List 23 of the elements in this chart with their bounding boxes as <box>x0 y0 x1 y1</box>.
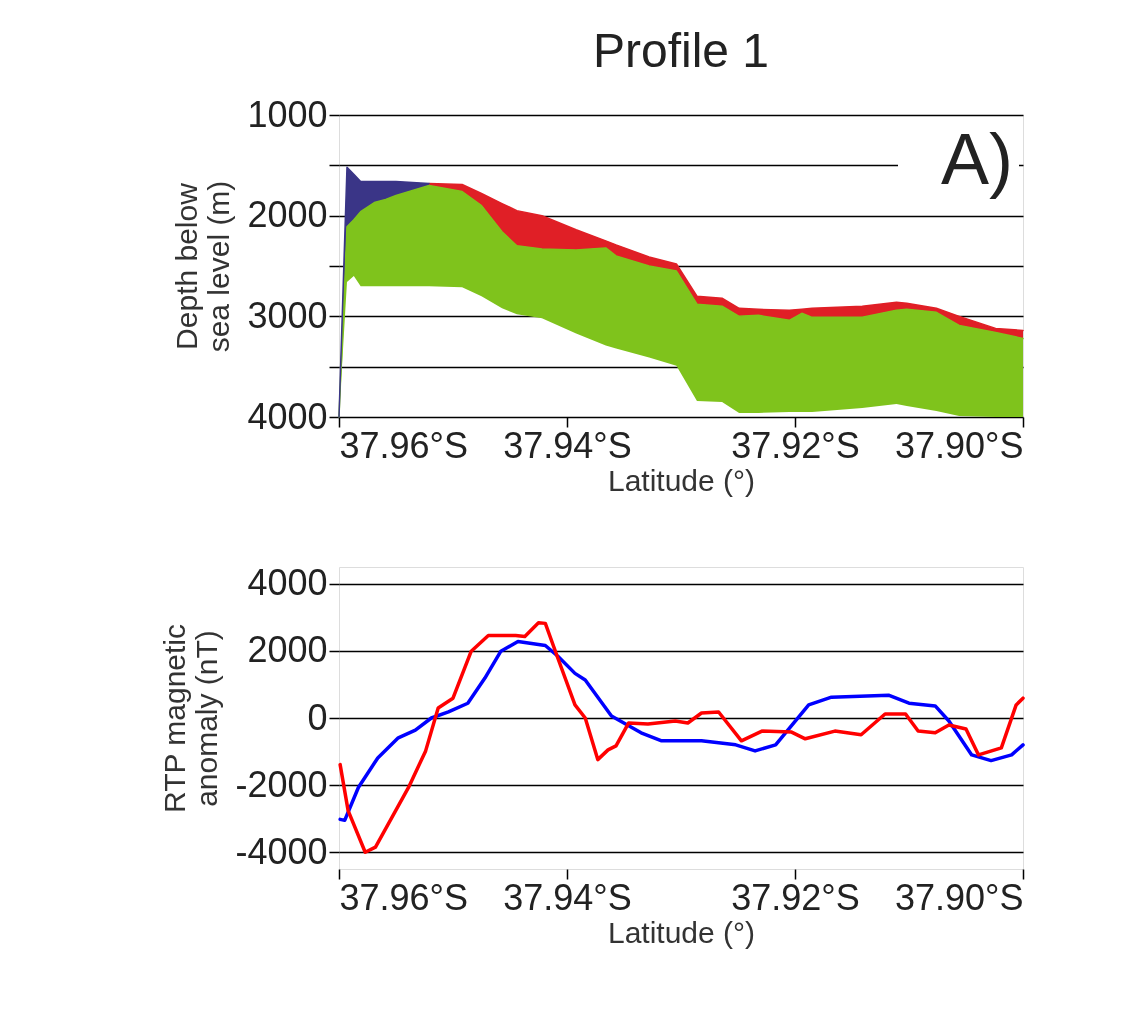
y-axis-title: Depth below sea level (m) <box>170 180 236 353</box>
x-axis-title: Latitude (°) <box>607 915 756 949</box>
x-tick-label: 37.96°S <box>339 876 468 918</box>
x-tick-label: 37.96°S <box>339 424 468 466</box>
x-tick-label: 37.90°S <box>895 876 1024 918</box>
x-tick-label: 37.94°S <box>503 424 632 466</box>
y-tick-label: -2000 <box>235 763 328 805</box>
x-tick-label: 37.94°S <box>503 876 632 918</box>
x-axis-title: Latitude (°) <box>607 463 756 497</box>
y-tick-label: 4000 <box>247 395 328 437</box>
annotation: A) <box>941 119 1013 199</box>
y-tick-label: 1000 <box>247 93 328 135</box>
x-tick-label: 37.90°S <box>895 424 1024 466</box>
y-axis-title: RTP magnetic anomaly (nT) <box>158 624 224 813</box>
y-tick-label: -4000 <box>235 830 328 872</box>
y-tick-label: 4000 <box>247 562 328 604</box>
x-tick-label: 37.92°S <box>731 876 860 918</box>
y-tick-label: 0 <box>307 696 328 738</box>
y-tick-label: 2000 <box>247 194 328 236</box>
y-tick-label: 3000 <box>247 294 328 336</box>
y-tick-label: 2000 <box>247 629 328 671</box>
x-tick-label: 37.92°S <box>731 424 860 466</box>
chart-title: Profile 1 <box>592 24 770 77</box>
